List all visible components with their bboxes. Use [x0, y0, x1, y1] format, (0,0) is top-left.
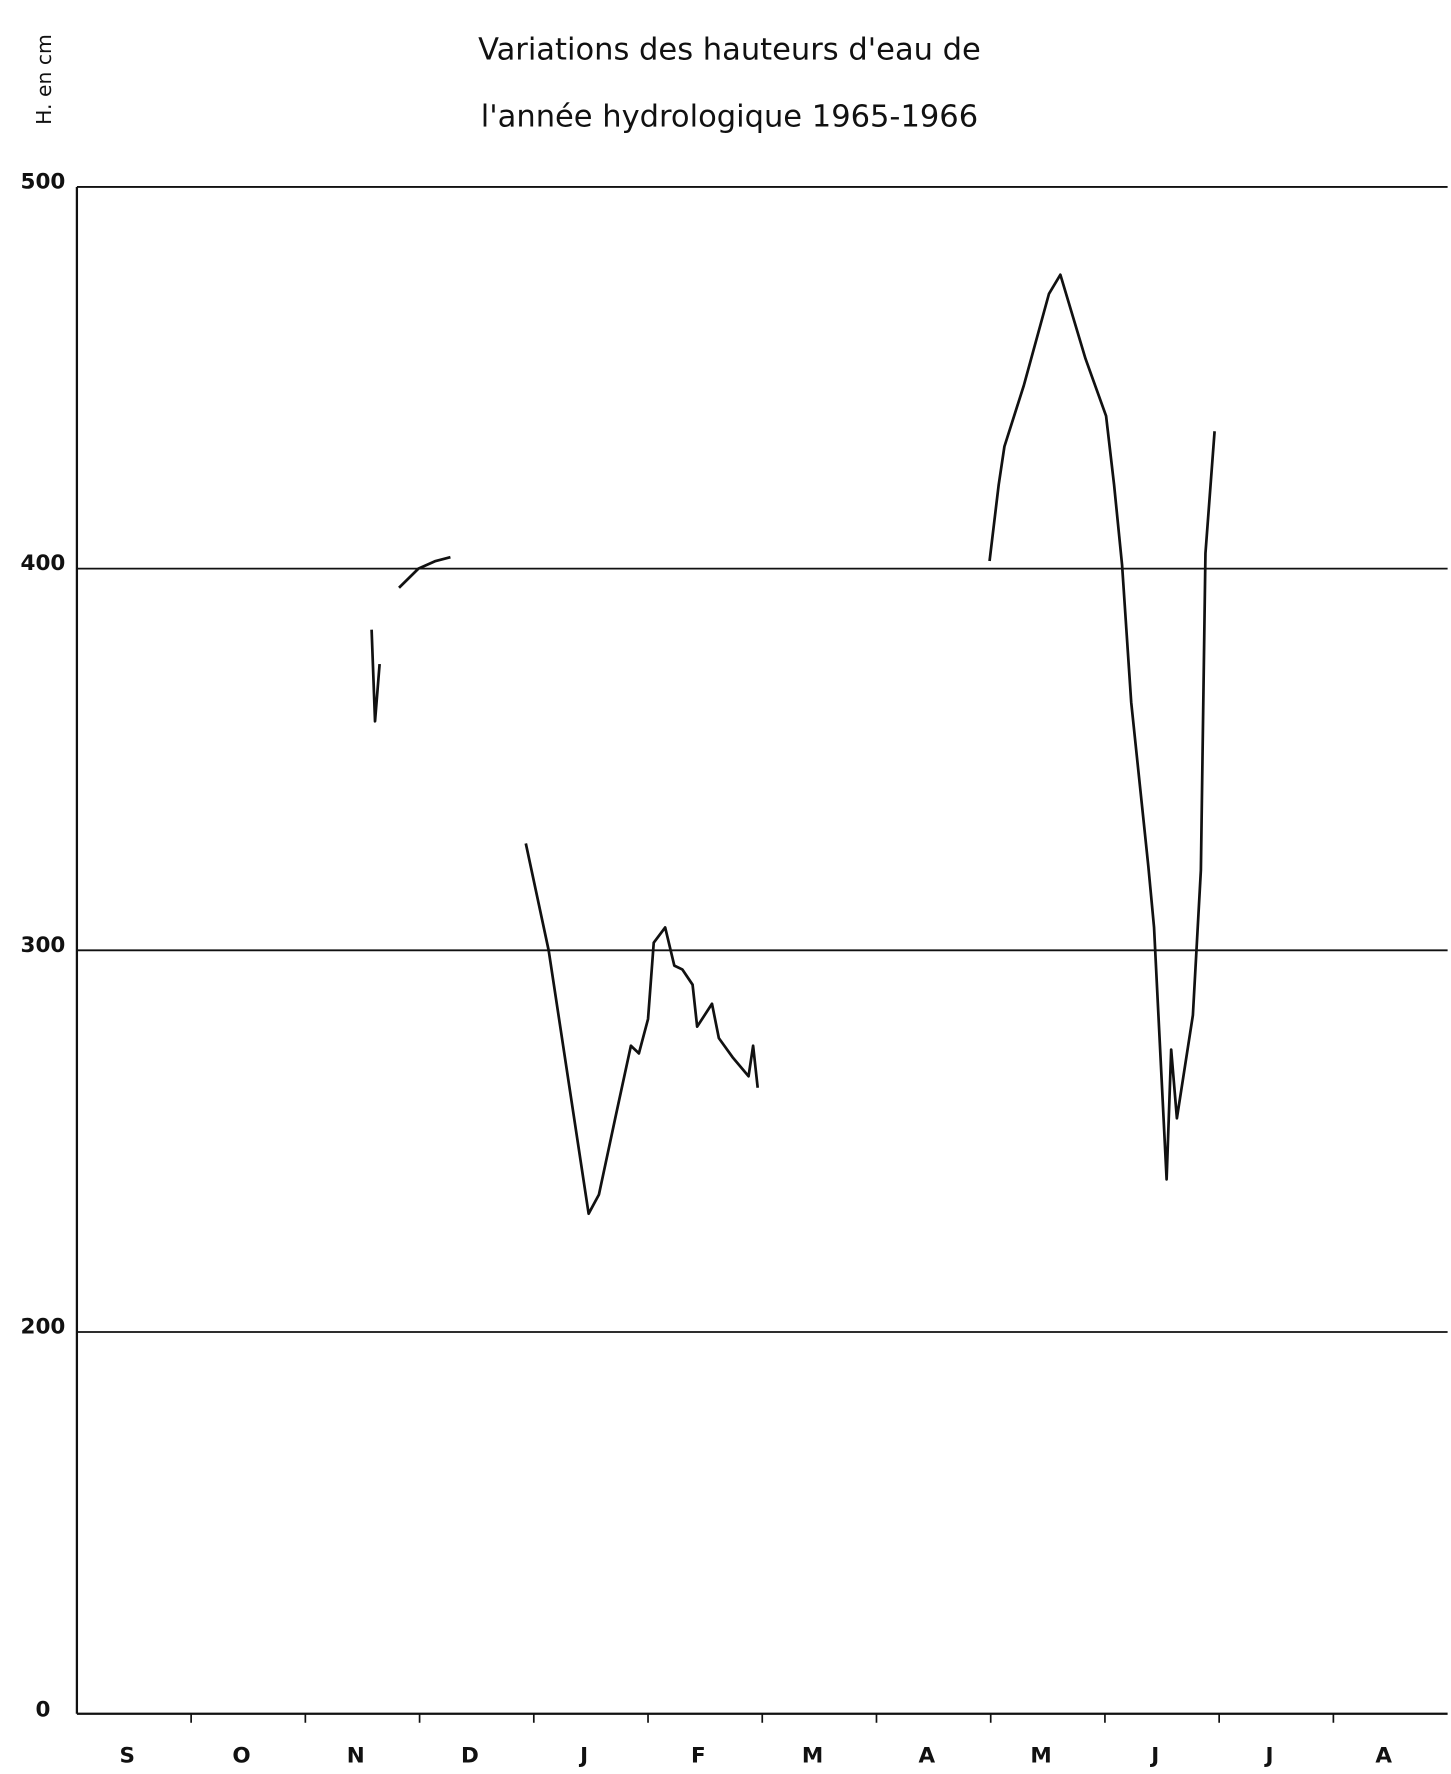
line-series [370, 273, 1216, 1216]
x-tick-label: S [119, 1744, 134, 1769]
chart-subtitle: l'année hydrologique 1965-1966 [481, 99, 978, 134]
x-tick-label: J [1149, 1744, 1159, 1769]
x-tick-label: A [918, 1744, 935, 1769]
y-tick-label: 200 [21, 1315, 66, 1340]
chart-title: Variations des hauteurs d'eau de [478, 33, 981, 68]
y-tick-label: 300 [21, 933, 66, 958]
x-tick-label: A [1375, 1744, 1392, 1769]
x-tick-label: M [1030, 1744, 1051, 1769]
y-axis-label: H. en cm [32, 34, 56, 125]
x-tick-label: D [461, 1744, 479, 1769]
x-tick-label: F [691, 1744, 706, 1769]
y-origin-label: 0 [35, 1697, 50, 1722]
x-tick-label: M [802, 1744, 823, 1769]
x-tick-label: N [347, 1744, 365, 1769]
x-tick-label: J [578, 1744, 588, 1769]
x-tick-label: J [1263, 1744, 1273, 1769]
y-tick-label: 500 [21, 169, 66, 194]
y-tick-label: 400 [21, 551, 66, 576]
x-tick-label: O [232, 1744, 250, 1769]
